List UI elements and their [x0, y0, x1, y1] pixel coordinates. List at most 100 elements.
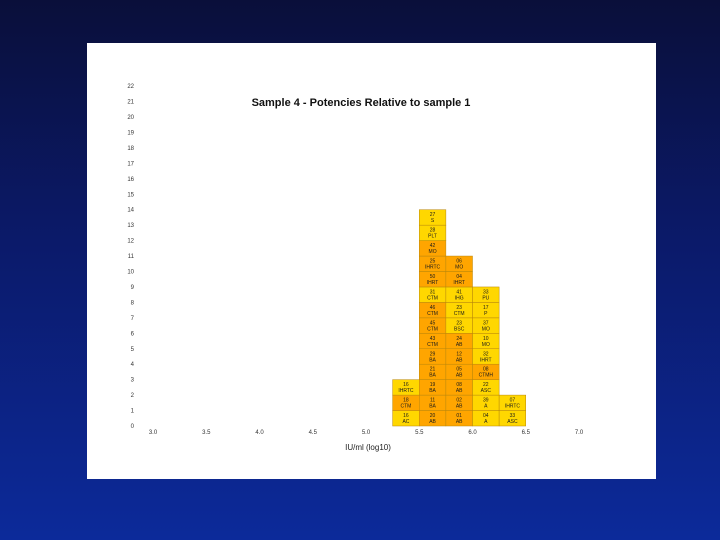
cell-code-label: AB [429, 419, 436, 425]
histogram-cell: 39A [472, 394, 500, 411]
cell-id-label: 50 [430, 274, 436, 280]
cell-id-label: 23 [456, 305, 462, 311]
cell-code-label: MO [455, 265, 463, 271]
cell-id-label: 42 [430, 243, 436, 249]
cell-code-label: A [484, 419, 488, 425]
y-tick-label: 9 [131, 285, 135, 291]
cell-id-label: 01 [456, 413, 462, 419]
cell-code-label: BA [429, 388, 436, 394]
cell-code-label: IHRTC [398, 388, 414, 394]
histogram-cell-box [419, 209, 447, 226]
cell-code-label: AB [456, 419, 463, 425]
cell-id-label: 45 [430, 320, 436, 326]
cell-id-label: 31 [430, 289, 436, 295]
y-tick-label: 1 [131, 409, 135, 415]
x-axis-ticks: 3.0 3.5 4.0 4.5 5.0 5.5 6.0 6.5 7.0 [149, 430, 584, 436]
y-tick-label: 0 [131, 424, 135, 430]
cell-id-label: 11 [430, 398, 435, 404]
y-tick-label: 7 [131, 316, 135, 322]
cell-code-label: CTMH [479, 373, 494, 379]
histogram-cell: 04A [472, 410, 500, 427]
y-tick-label: 21 [127, 100, 134, 106]
cell-id-label: 33 [483, 289, 489, 295]
y-tick-label: 8 [131, 300, 135, 306]
cell-code-label: BA [429, 357, 436, 363]
cell-id-label: 04 [456, 274, 462, 280]
cell-id-label: 04 [483, 413, 489, 419]
cell-code-label: AB [456, 357, 463, 363]
histogram-bars: 16AC18CTM16IHRTC20AB11BA19BA21BA29BA43CT… [392, 209, 526, 427]
cell-id-label: 02 [456, 398, 462, 404]
cell-code-label: CTM [427, 311, 438, 317]
histogram-cell-box [472, 286, 500, 303]
y-tick-label: 11 [128, 254, 135, 260]
cell-id-label: 24 [456, 336, 462, 342]
cell-id-label: 16 [403, 382, 409, 388]
cell-id-label: 18 [403, 398, 409, 404]
cell-code-label: ASC [507, 419, 518, 425]
cell-code-label: CTM [427, 326, 438, 332]
x-tick-label: 4.0 [255, 430, 264, 436]
cell-code-label: CTM [401, 404, 412, 410]
cell-id-label: 16 [403, 413, 409, 419]
x-tick-label: 6.0 [468, 430, 477, 436]
cell-id-label: 23 [456, 320, 462, 326]
cell-id-label: 08 [483, 367, 489, 373]
x-tick-label: 3.0 [149, 430, 158, 436]
x-tick-label: 6.5 [522, 430, 531, 436]
cell-code-label: MO [482, 326, 490, 332]
cell-id-label: 25 [430, 259, 436, 265]
cell-code-label: CTM [454, 311, 465, 317]
cell-id-label: 22 [483, 382, 489, 388]
cell-id-label: 27 [430, 212, 436, 218]
cell-code-label: IHRT [453, 280, 465, 286]
cell-id-label: 43 [430, 336, 436, 342]
cell-code-label: BA [429, 373, 436, 379]
x-tick-label: 5.0 [362, 430, 371, 436]
cell-code-label: CTM [427, 295, 438, 301]
y-tick-label: 10 [127, 270, 134, 276]
x-tick-label: 3.5 [202, 430, 211, 436]
cell-id-label: 19 [430, 382, 436, 388]
cell-id-label: 37 [483, 320, 489, 326]
cell-code-label: PU [482, 295, 489, 301]
x-axis-label: IU/ml (log10) [345, 443, 391, 452]
cell-code-label: A [484, 404, 488, 410]
cell-code-label: IHRTC [505, 404, 521, 410]
cell-code-label: MO [429, 249, 437, 255]
cell-id-label: 33 [510, 413, 516, 419]
cell-code-label: AB [456, 373, 463, 379]
cell-id-label: 28 [430, 228, 436, 234]
cell-code-label: IHG [455, 295, 464, 301]
slide-panel: Sample 4 - Potencies Relative to sample … [87, 43, 656, 479]
cell-id-label: 29 [430, 351, 436, 357]
cell-code-label: AB [456, 404, 463, 410]
y-tick-label: 4 [131, 362, 135, 368]
cell-id-label: 12 [456, 351, 462, 357]
cell-code-label: CTM [427, 342, 438, 348]
cell-code-label: PLT [428, 234, 437, 240]
